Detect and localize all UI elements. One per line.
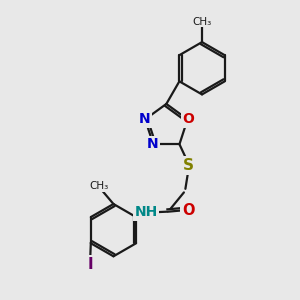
Text: CH₃: CH₃ — [89, 181, 108, 191]
Text: S: S — [183, 158, 194, 173]
Text: N: N — [147, 137, 158, 151]
Text: O: O — [182, 203, 195, 218]
Text: N: N — [139, 112, 150, 126]
Text: CH₃: CH₃ — [192, 17, 212, 27]
Text: I: I — [87, 256, 93, 272]
Text: O: O — [182, 112, 194, 126]
Text: NH: NH — [134, 205, 158, 219]
